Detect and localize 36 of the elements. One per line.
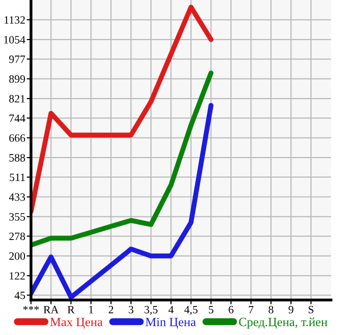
y-tick-label: 511 <box>10 174 25 182</box>
line-series <box>31 102 214 300</box>
x-tick-label: RA <box>44 306 59 314</box>
x-tick-label: 3 <box>128 306 134 314</box>
line-series <box>31 4 214 214</box>
y-tick-label: 899 <box>9 75 25 83</box>
y-tick-label: 200 <box>9 252 26 260</box>
x-tick-label: 8 <box>268 306 274 314</box>
y-tick-label: 45 <box>14 292 26 300</box>
legend-label: Max Цена <box>50 318 103 329</box>
y-tick-label: 1132 <box>4 16 25 24</box>
x-tick-label: 6 <box>228 306 234 314</box>
x-tick-label: S <box>308 306 314 314</box>
x-tick-label: 2 <box>108 306 114 314</box>
x-tick-label: 1 <box>89 306 94 314</box>
x-tick-label: 4 <box>168 306 174 314</box>
y-tick-label: 355 <box>9 213 26 221</box>
y-tick-label: 821 <box>9 95 25 103</box>
x-tick-label: 9 <box>288 306 294 314</box>
legend-label: Сред.Цена, т.йен <box>239 318 328 329</box>
y-tick-label: 1054 <box>4 36 26 44</box>
y-tick-label: 433 <box>8 193 26 201</box>
legend-label: Min Цена <box>146 318 196 329</box>
x-tick-label: 5 <box>208 306 214 314</box>
line-series <box>31 70 214 248</box>
y-tick-label: 588 <box>9 154 26 162</box>
x-tick-label: R <box>68 306 75 314</box>
y-tick-label: 122 <box>10 272 25 280</box>
x-tick-label: 7 <box>248 306 254 314</box>
y-tick-label: 666 <box>9 134 26 142</box>
x-tick-label: 4,5 <box>184 306 198 315</box>
x-tick-label: *** <box>23 306 39 310</box>
y-tick-label: 744 <box>10 114 26 122</box>
y-tick-label: 278 <box>9 232 26 240</box>
x-tick-label: 3,5 <box>144 306 158 315</box>
y-tick-label: 977 <box>9 56 26 63</box>
